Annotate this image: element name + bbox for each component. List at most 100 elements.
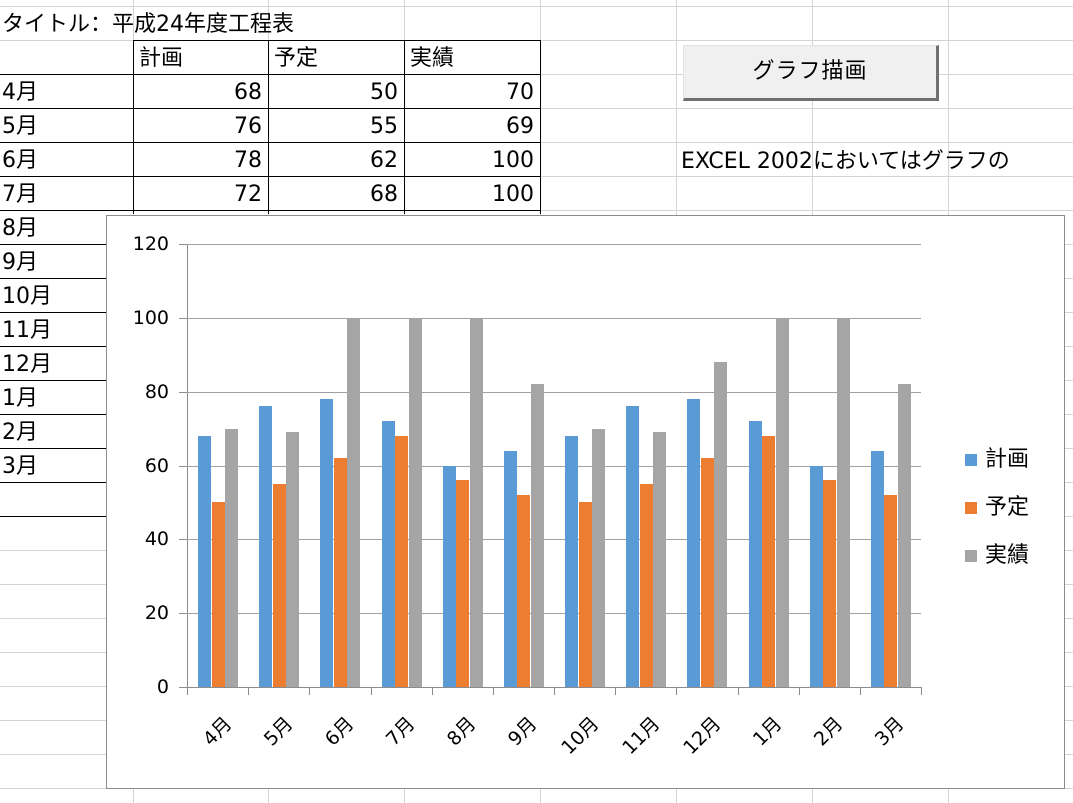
bar-actual[interactable] xyxy=(592,428,605,687)
bar-actual[interactable] xyxy=(653,432,667,687)
bar-plan[interactable] xyxy=(565,435,578,687)
legend-swatch-icon xyxy=(965,502,977,514)
table-cell-plan[interactable]: 72 xyxy=(234,182,262,207)
bar-plan[interactable] xyxy=(381,421,395,687)
bar-schedule[interactable] xyxy=(700,458,714,687)
table-border xyxy=(404,40,405,214)
x-tick xyxy=(554,687,555,695)
bar-actual[interactable] xyxy=(347,317,361,687)
header-plan: 計画 xyxy=(139,46,184,71)
y-tick-label: 40 xyxy=(144,528,169,551)
column-chart[interactable]: 0 20 40 60 80 100 120 4月 5月 6月 7月 8月 9月 10月 11月 12月 1月 2月… xyxy=(106,215,1065,789)
bar-actual[interactable] xyxy=(775,317,789,687)
table-cell-schedule[interactable]: 50 xyxy=(370,80,398,105)
y-tick xyxy=(179,539,187,541)
gridline xyxy=(187,465,921,467)
y-tick xyxy=(179,465,187,467)
row-label[interactable]: 3月 xyxy=(2,454,38,479)
table-border xyxy=(0,108,540,109)
table-cell-actual[interactable]: 100 xyxy=(492,182,534,207)
bar-plan[interactable] xyxy=(320,399,334,687)
y-tick xyxy=(179,244,187,245)
bar-schedule[interactable] xyxy=(395,435,408,687)
x-tick xyxy=(798,687,800,695)
x-tick xyxy=(859,687,861,695)
table-border xyxy=(540,40,541,214)
table-cell-schedule[interactable]: 62 xyxy=(370,148,398,173)
bar-actual[interactable] xyxy=(225,428,238,687)
row-label[interactable]: 8月 xyxy=(2,216,38,241)
y-tick-label: 120 xyxy=(132,233,169,255)
x-tick-label: 5月 xyxy=(259,712,298,751)
row-label[interactable]: 11月 xyxy=(2,318,52,343)
bar-schedule[interactable] xyxy=(639,483,653,687)
table-cell-actual[interactable]: 69 xyxy=(506,114,534,139)
table-cell-schedule[interactable]: 55 xyxy=(370,114,398,139)
y-tick-label: 60 xyxy=(144,454,169,477)
bar-plan[interactable] xyxy=(870,450,884,687)
bar-actual[interactable] xyxy=(286,432,300,687)
row-label[interactable]: 10月 xyxy=(2,284,52,309)
bar-actual[interactable] xyxy=(469,317,483,687)
legend-item[interactable]: 予定 xyxy=(965,484,1029,532)
table-cell-plan[interactable]: 78 xyxy=(234,148,262,173)
table-border xyxy=(0,516,106,517)
y-tick xyxy=(179,613,187,615)
draw-graph-button[interactable]: グラフ描画 xyxy=(683,45,939,101)
legend-item[interactable]: 実績 xyxy=(965,532,1029,580)
bar-plan[interactable] xyxy=(259,406,273,687)
bar-schedule[interactable] xyxy=(884,495,898,687)
bar-plan[interactable] xyxy=(442,465,456,687)
row-label[interactable]: 4月 xyxy=(2,80,38,105)
x-tick-label: 2月 xyxy=(810,712,848,751)
bar-schedule[interactable] xyxy=(456,480,470,687)
bar-plan[interactable] xyxy=(626,406,640,687)
table-cell-actual[interactable]: 100 xyxy=(492,148,534,173)
x-tick-label: 1月 xyxy=(748,712,787,751)
row-label[interactable]: 9月 xyxy=(2,250,38,275)
table-cell-actual[interactable]: 70 xyxy=(506,80,534,105)
table-cell-plan[interactable]: 68 xyxy=(234,80,262,105)
row-label[interactable]: 5月 xyxy=(2,114,38,139)
gridline xyxy=(187,539,921,541)
table-cell-plan[interactable]: 76 xyxy=(234,114,262,139)
bar-actual[interactable] xyxy=(714,362,728,687)
bar-schedule[interactable] xyxy=(578,502,592,687)
bar-plan[interactable] xyxy=(748,421,762,687)
legend-label: 実績 xyxy=(985,543,1030,568)
row-label[interactable]: 6月 xyxy=(2,148,38,173)
bar-actual[interactable] xyxy=(836,317,850,687)
x-tick xyxy=(615,687,617,695)
x-tick-label: 10月 xyxy=(556,712,603,759)
x-tick-label: 7月 xyxy=(381,712,420,751)
plot-area: 0 20 40 60 80 100 120 4月 5月 6月 7月 8月 9月 10月 11月 12月 1月 2月… xyxy=(133,234,922,759)
bar-plan[interactable] xyxy=(198,435,211,687)
bar-schedule[interactable] xyxy=(333,458,347,687)
row-label[interactable]: 1月 xyxy=(2,386,38,411)
y-tick xyxy=(179,391,187,393)
gridline xyxy=(187,317,921,319)
bar-plan[interactable] xyxy=(809,465,823,687)
bar-schedule[interactable] xyxy=(517,495,531,687)
x-tick-label: 12月 xyxy=(679,712,726,759)
bar-plan[interactable] xyxy=(503,450,517,687)
bar-actual[interactable] xyxy=(530,384,544,687)
bar-actual[interactable] xyxy=(897,384,911,687)
x-tick xyxy=(737,687,739,695)
table-border xyxy=(268,40,269,214)
table-border xyxy=(0,210,540,211)
bar-schedule[interactable] xyxy=(211,502,225,687)
table-cell-schedule[interactable]: 68 xyxy=(370,182,398,207)
gridline xyxy=(187,613,921,615)
row-label[interactable]: 12月 xyxy=(2,352,52,377)
y-tick xyxy=(179,317,187,319)
bar-schedule[interactable] xyxy=(762,435,775,687)
bar-plan[interactable] xyxy=(687,399,701,687)
row-label[interactable]: 7月 xyxy=(2,182,38,207)
bar-schedule[interactable] xyxy=(272,483,286,687)
bar-actual[interactable] xyxy=(408,317,422,687)
row-label[interactable]: 2月 xyxy=(2,420,38,445)
gridline xyxy=(187,391,921,393)
bar-schedule[interactable] xyxy=(823,480,837,687)
legend-item[interactable]: 計画 xyxy=(965,436,1029,484)
